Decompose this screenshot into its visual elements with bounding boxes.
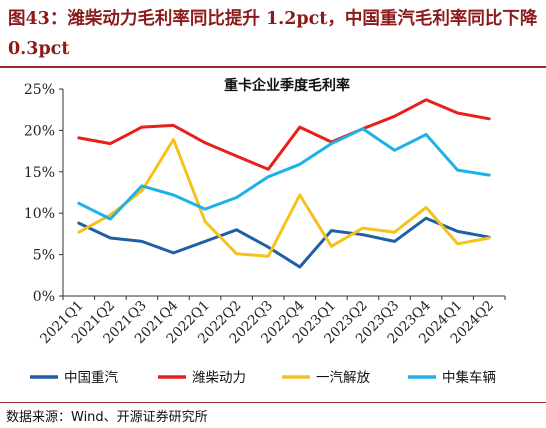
legend-label-3: 一汽解放	[316, 370, 370, 386]
data-source: 数据来源：Wind、开源证券研究所	[6, 410, 208, 425]
bottom-rule	[0, 402, 546, 403]
y-tick-label: 10%	[24, 206, 55, 222]
y-tick-label: 20%	[24, 123, 55, 139]
y-tick-label: 15%	[24, 165, 55, 181]
series-line-3	[77, 138, 491, 258]
series-line-2	[77, 98, 491, 171]
legend-label-4: 中集车辆	[442, 369, 496, 386]
y-tick-label: 25%	[24, 82, 55, 98]
chart-title: 重卡企业季度毛利率	[224, 77, 350, 94]
legend: 中国重汽 潍柴动力 一汽解放 中集车辆	[30, 369, 496, 386]
y-tick-label: 0%	[33, 289, 55, 305]
series-lines	[77, 98, 491, 269]
series-line-1	[77, 216, 491, 269]
legend-label-1: 中国重汽	[64, 370, 118, 386]
y-tick-label: 5%	[33, 248, 55, 264]
figure-title: 图43：潍柴动力毛利率同比提升 1.2pct，中国重汽毛利率同比下降 0.3pc…	[8, 9, 538, 59]
series-line-4	[77, 127, 491, 221]
top-rule	[0, 66, 546, 68]
legend-label-2: 潍柴动力	[192, 370, 246, 386]
